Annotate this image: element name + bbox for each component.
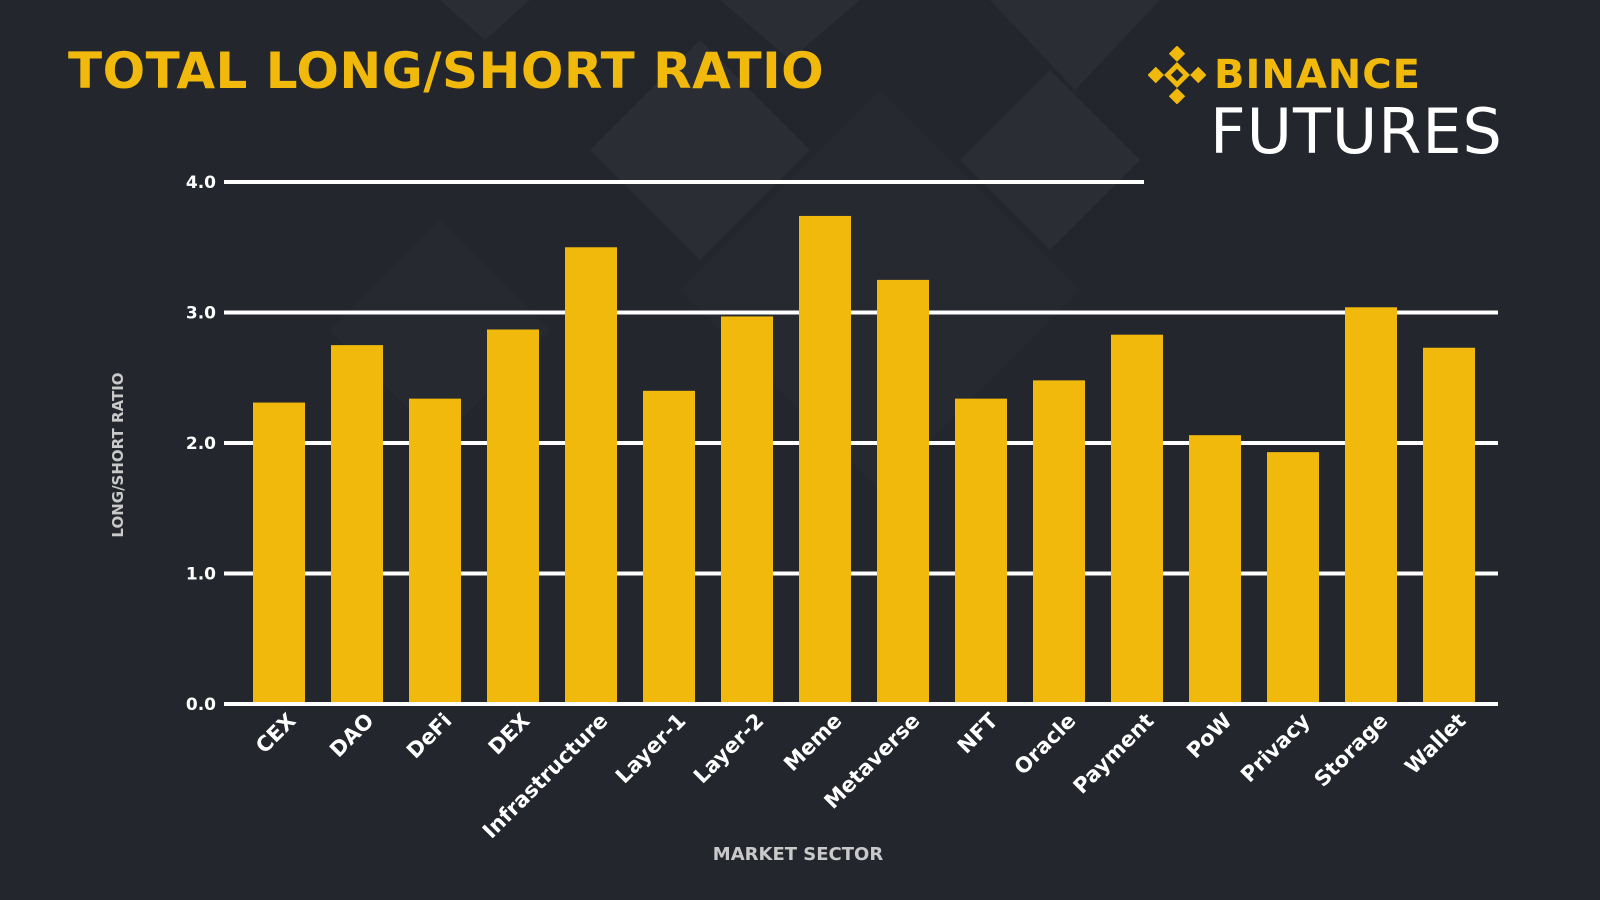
x-tick-label: Oracle	[1010, 709, 1081, 780]
x-tick-label: Privacy	[1236, 708, 1315, 787]
y-tick-label: 4.0	[186, 173, 216, 193]
bar-oracle	[1033, 380, 1085, 702]
bar-cex	[253, 402, 305, 702]
x-tick-label: Payment	[1069, 709, 1159, 799]
y-tick-label: 0.0	[186, 695, 216, 715]
binance-diamond-icon	[1148, 46, 1206, 104]
y-axis-label: LONG/SHORT RATIO	[109, 372, 127, 537]
bar-storage	[1345, 307, 1397, 702]
bars	[253, 215, 1475, 702]
bar-wallet	[1423, 347, 1475, 702]
x-axis-label: MARKET SECTOR	[713, 844, 884, 865]
x-tick-labels: CEX DAO DeFi DEXInfrastructureLayer-1Layer-…	[251, 708, 1470, 843]
bar-infrastructure	[565, 247, 617, 702]
y-tick-label: 1.0	[186, 565, 216, 585]
x-tick-label: PoW	[1182, 709, 1236, 763]
bar-meme	[799, 215, 851, 702]
x-tick-label: CEX	[251, 709, 300, 758]
bar-dex	[487, 329, 539, 702]
bar-layer-1	[643, 390, 695, 702]
y-tick-label: 2.0	[186, 434, 216, 454]
x-tick-label: Layer-2	[689, 709, 769, 789]
x-tick-label: Layer-1	[611, 709, 691, 789]
brand-name: BINANCE	[1214, 52, 1421, 98]
x-tick-label: DEX	[484, 709, 535, 760]
bar-pow	[1189, 435, 1241, 702]
brand-product: FUTURES	[1210, 95, 1503, 168]
bar-metaverse	[877, 279, 929, 702]
x-tick-label: NFT	[953, 708, 1003, 758]
x-tick-label: Meme	[779, 709, 846, 776]
bar-defi	[409, 398, 461, 702]
bar-payment	[1111, 334, 1163, 702]
binance-futures-logo: BINANCE FUTURES	[1148, 44, 1568, 168]
bar-dao	[331, 345, 383, 702]
chart-title: TOTAL LONG/SHORT RATIO	[68, 42, 825, 100]
y-tick-labels: 0.0 1.0 2.0 3.0 4.0	[186, 173, 216, 715]
x-tick-label: Wallet	[1400, 709, 1470, 779]
bar-layer-2	[721, 316, 773, 702]
x-tick-label: DAO	[325, 709, 378, 762]
x-tick-label: Storage	[1310, 709, 1393, 792]
y-tick-label: 3.0	[186, 304, 216, 324]
bar-nft	[955, 398, 1007, 702]
x-tick-label: DeFi	[402, 709, 457, 764]
bar-privacy	[1267, 452, 1319, 702]
